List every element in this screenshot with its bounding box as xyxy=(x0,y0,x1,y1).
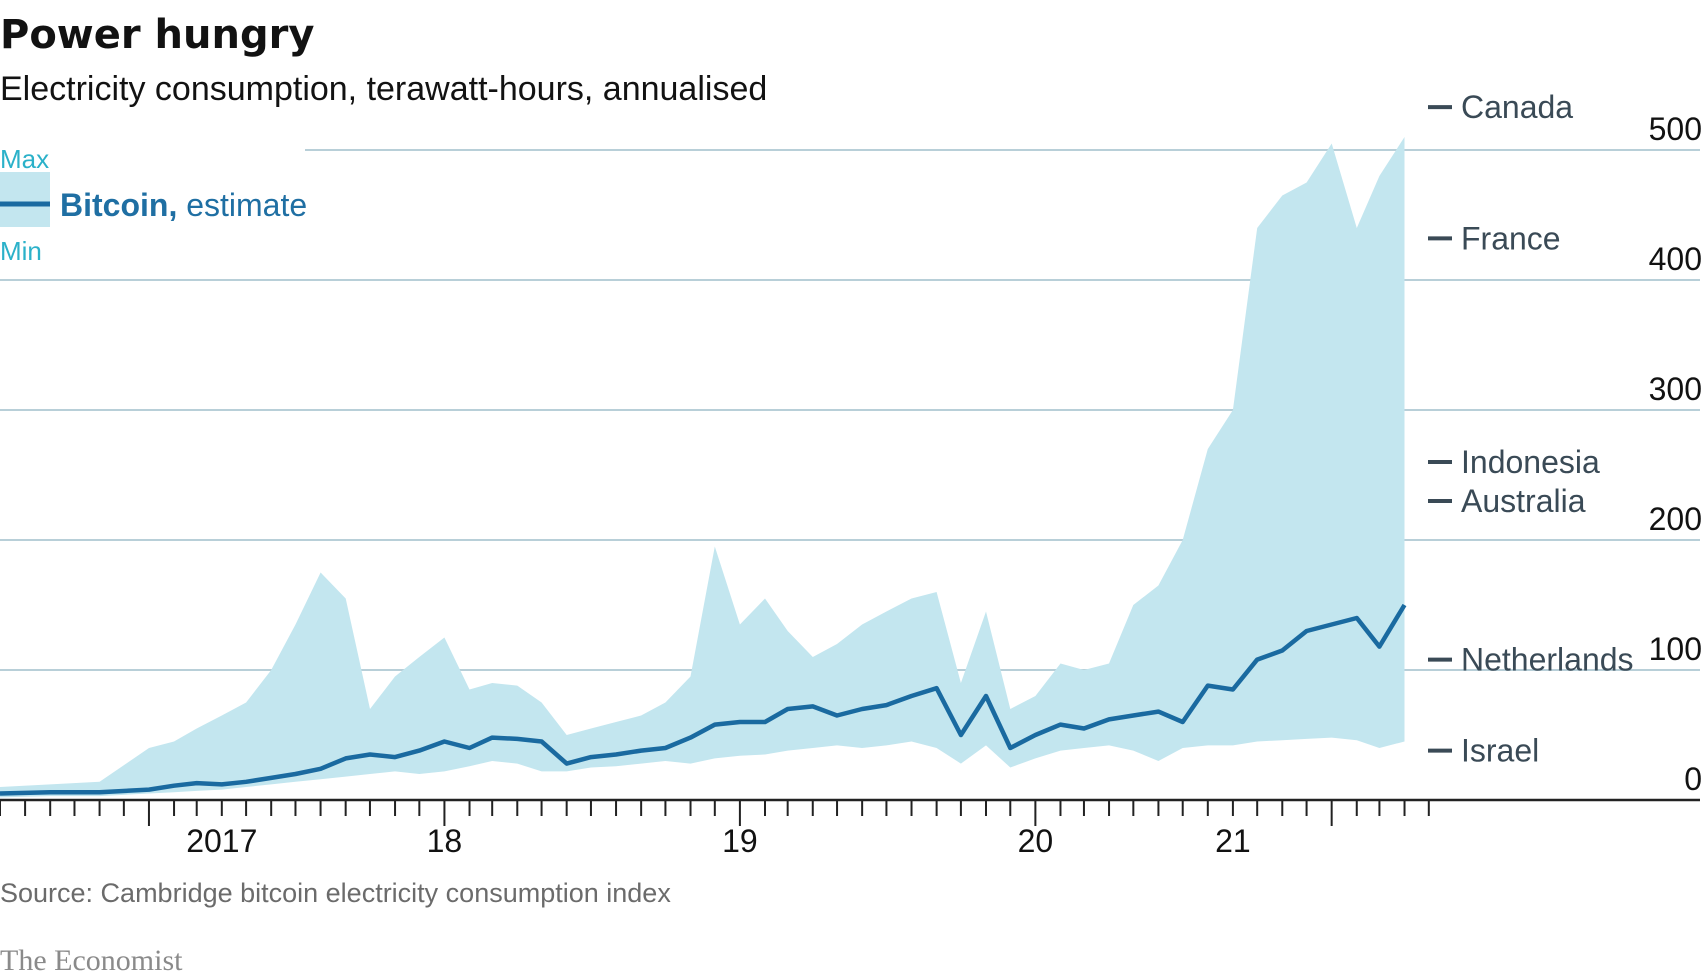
ref-label-indonesia: Indonesia xyxy=(1461,444,1600,480)
estimate-range-band xyxy=(0,137,1405,798)
legend-min-label: Min xyxy=(0,236,42,266)
legend: Max Min Bitcoin, estimate xyxy=(0,144,307,266)
legend-series-label: Bitcoin, estimate xyxy=(60,187,307,223)
legend-max-label: Max xyxy=(0,144,49,174)
y-tick-400: 400 xyxy=(1649,241,1702,277)
estimate-range-area xyxy=(0,137,1405,798)
y-tick-0: 0 xyxy=(1684,761,1702,797)
source-note: Source: Cambridge bitcoin electricity co… xyxy=(0,878,671,908)
bitcoin-estimate-line xyxy=(0,603,1407,796)
x-tick-label-21: 21 xyxy=(1215,823,1251,859)
y-tick-300: 300 xyxy=(1649,371,1702,407)
y-tick-labels: 0 100 200 300 400 500 xyxy=(1649,111,1702,797)
x-tick-label-20: 20 xyxy=(1018,823,1054,859)
x-tick-label-19: 19 xyxy=(722,823,758,859)
brand-logo: The Economist xyxy=(0,944,183,977)
x-axis xyxy=(0,798,1700,826)
y-tick-100: 100 xyxy=(1649,631,1702,667)
ref-label-australia: Australia xyxy=(1461,483,1586,519)
ref-label-canada: Canada xyxy=(1461,89,1573,125)
y-tick-500: 500 xyxy=(1649,111,1702,147)
estimate-line-layer xyxy=(0,603,1407,796)
legend-band-swatch xyxy=(0,172,50,227)
chart-subtitle: Electricity consumption, terawatt-hours,… xyxy=(0,70,767,108)
legend-series-bold: Bitcoin, xyxy=(60,187,177,223)
x-tick-label-2017: 2017 xyxy=(186,823,257,859)
ref-label-netherlands: Netherlands xyxy=(1461,642,1634,678)
ref-label-france: France xyxy=(1461,220,1561,256)
ref-label-israel: Israel xyxy=(1461,733,1539,769)
x-tick-label-18: 18 xyxy=(427,823,463,859)
chart-title: Power hungry xyxy=(0,12,314,58)
gridlines xyxy=(0,149,1700,671)
legend-series-rest: estimate xyxy=(177,187,307,223)
y-tick-200: 200 xyxy=(1649,501,1702,537)
x-tick-labels: 2017 18 19 20 21 xyxy=(186,823,1250,859)
